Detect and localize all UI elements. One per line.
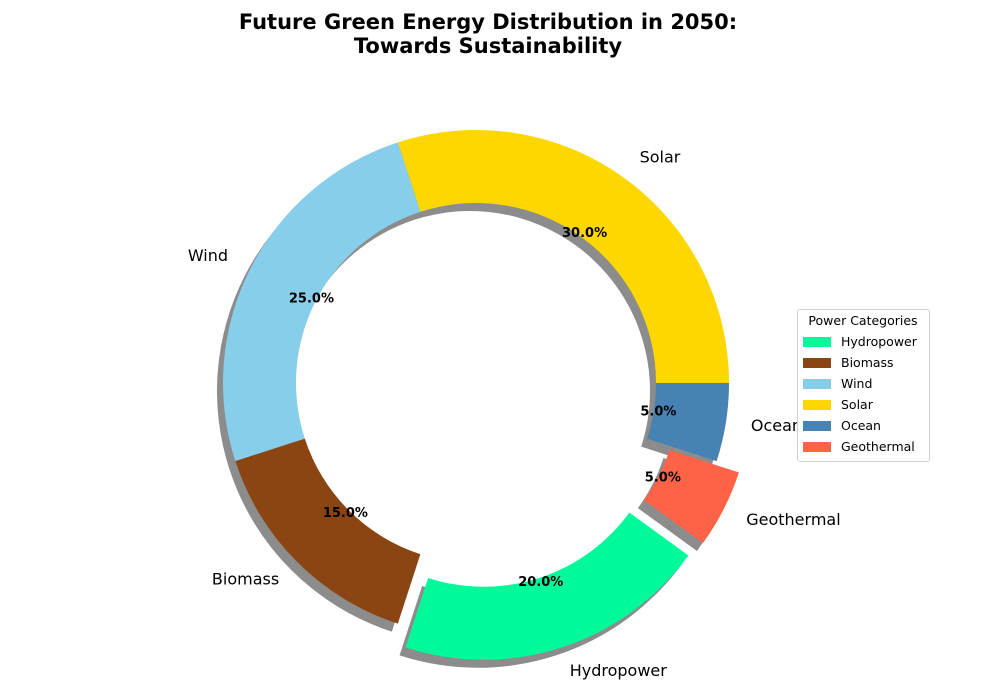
legend-item-hydropower: Hydropower [803,331,923,352]
slice-wind [223,142,421,462]
chart-title: Future Green Energy Distribution in 2050… [238,10,738,58]
slice-solar [397,129,729,383]
legend-swatch-biomass [803,357,831,368]
legend-label-solar: Solar [841,397,873,412]
slice-hydropower [405,512,689,660]
percent-label-solar: 30.0% [562,226,607,241]
legend-item-ocean: Ocean [803,415,923,436]
legend-item-wind: Wind [803,373,923,394]
slice-geothermal [643,449,739,544]
legend-label-hydropower: Hydropower [841,334,917,349]
legend-items: Hydropower Biomass Wind Solar Ocean Geotherma… [803,331,923,457]
legend-swatch-hydropower [803,336,831,347]
legend-swatch-geothermal [803,441,831,452]
slice-label-solar: Solar [640,147,681,166]
slice-layer [223,129,739,660]
legend-item-solar: Solar [803,394,923,415]
legend-swatch-ocean [803,420,831,431]
legend: Power Categories Hydropower Biomass Wind So… [797,309,930,462]
percent-label-geothermal: 5.0% [645,471,681,486]
percent-label-wind: 25.0% [289,292,334,307]
slice-label-wind: Wind [188,246,228,265]
legend-item-biomass: Biomass [803,352,923,373]
percent-label-ocean: 5.0% [640,404,676,419]
legend-label-ocean: Ocean [841,418,881,433]
legend-label-biomass: Biomass [841,355,894,370]
legend-label-wind: Wind [841,376,873,391]
slice-ocean [647,383,729,462]
slice-label-hydropower: Hydropower [570,661,668,680]
legend-title: Power Categories [808,313,918,328]
legend-swatch-solar [803,399,831,410]
legend-swatch-wind [803,378,831,389]
slice-label-biomass: Biomass [212,569,279,588]
slice-label-geothermal: Geothermal [746,510,840,529]
slice-label-ocean: Ocean [751,416,802,435]
percent-label-hydropower: 20.0% [518,575,563,590]
label-layer: Solar 30.0% Wind 25.0% Biomass 15.0% Hydropowe… [188,147,841,680]
percent-label-biomass: 15.0% [323,506,368,521]
slice-biomass [235,438,421,624]
legend-label-geothermal: Geothermal [841,439,915,454]
legend-item-geothermal: Geothermal [803,436,923,457]
